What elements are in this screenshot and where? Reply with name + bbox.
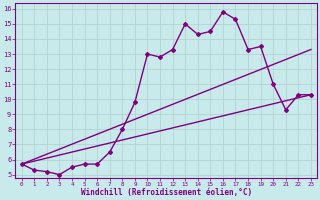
X-axis label: Windchill (Refroidissement éolien,°C): Windchill (Refroidissement éolien,°C) <box>81 188 252 197</box>
